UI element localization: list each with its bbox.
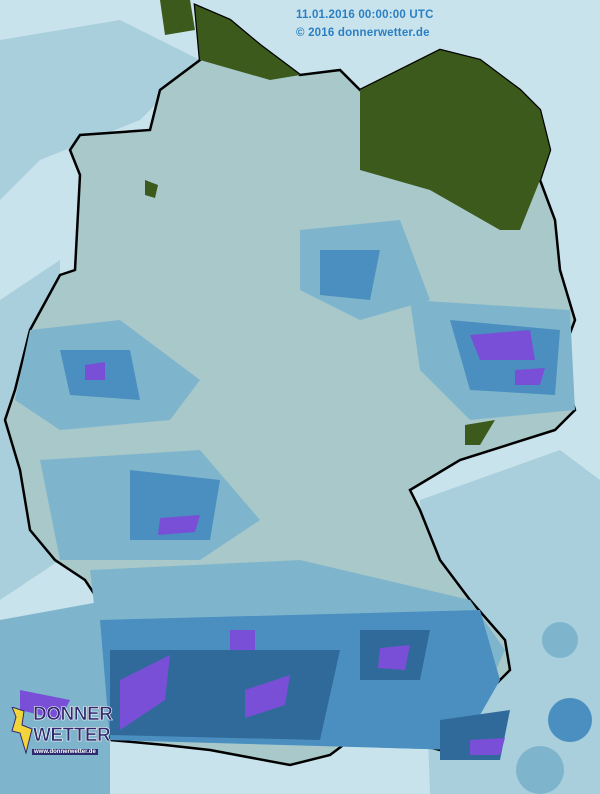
logo-line1: DONNER <box>33 704 113 725</box>
precip-heavy <box>110 630 510 760</box>
no-precip-land <box>145 0 550 445</box>
lightning-bolt-icon <box>11 707 33 755</box>
copyright-label: © 2016 donnerwetter.de <box>296 27 430 39</box>
timestamp-label: 11.01.2016 00:00:00 UTC <box>296 9 434 21</box>
precip-extreme <box>20 330 545 755</box>
donnerwetter-logo: DONNER WETTER www.donnerwetter.de <box>8 703 113 761</box>
logo-url: www.donnerwetter.de <box>32 749 98 755</box>
logo-line2: WETTER <box>33 725 111 746</box>
